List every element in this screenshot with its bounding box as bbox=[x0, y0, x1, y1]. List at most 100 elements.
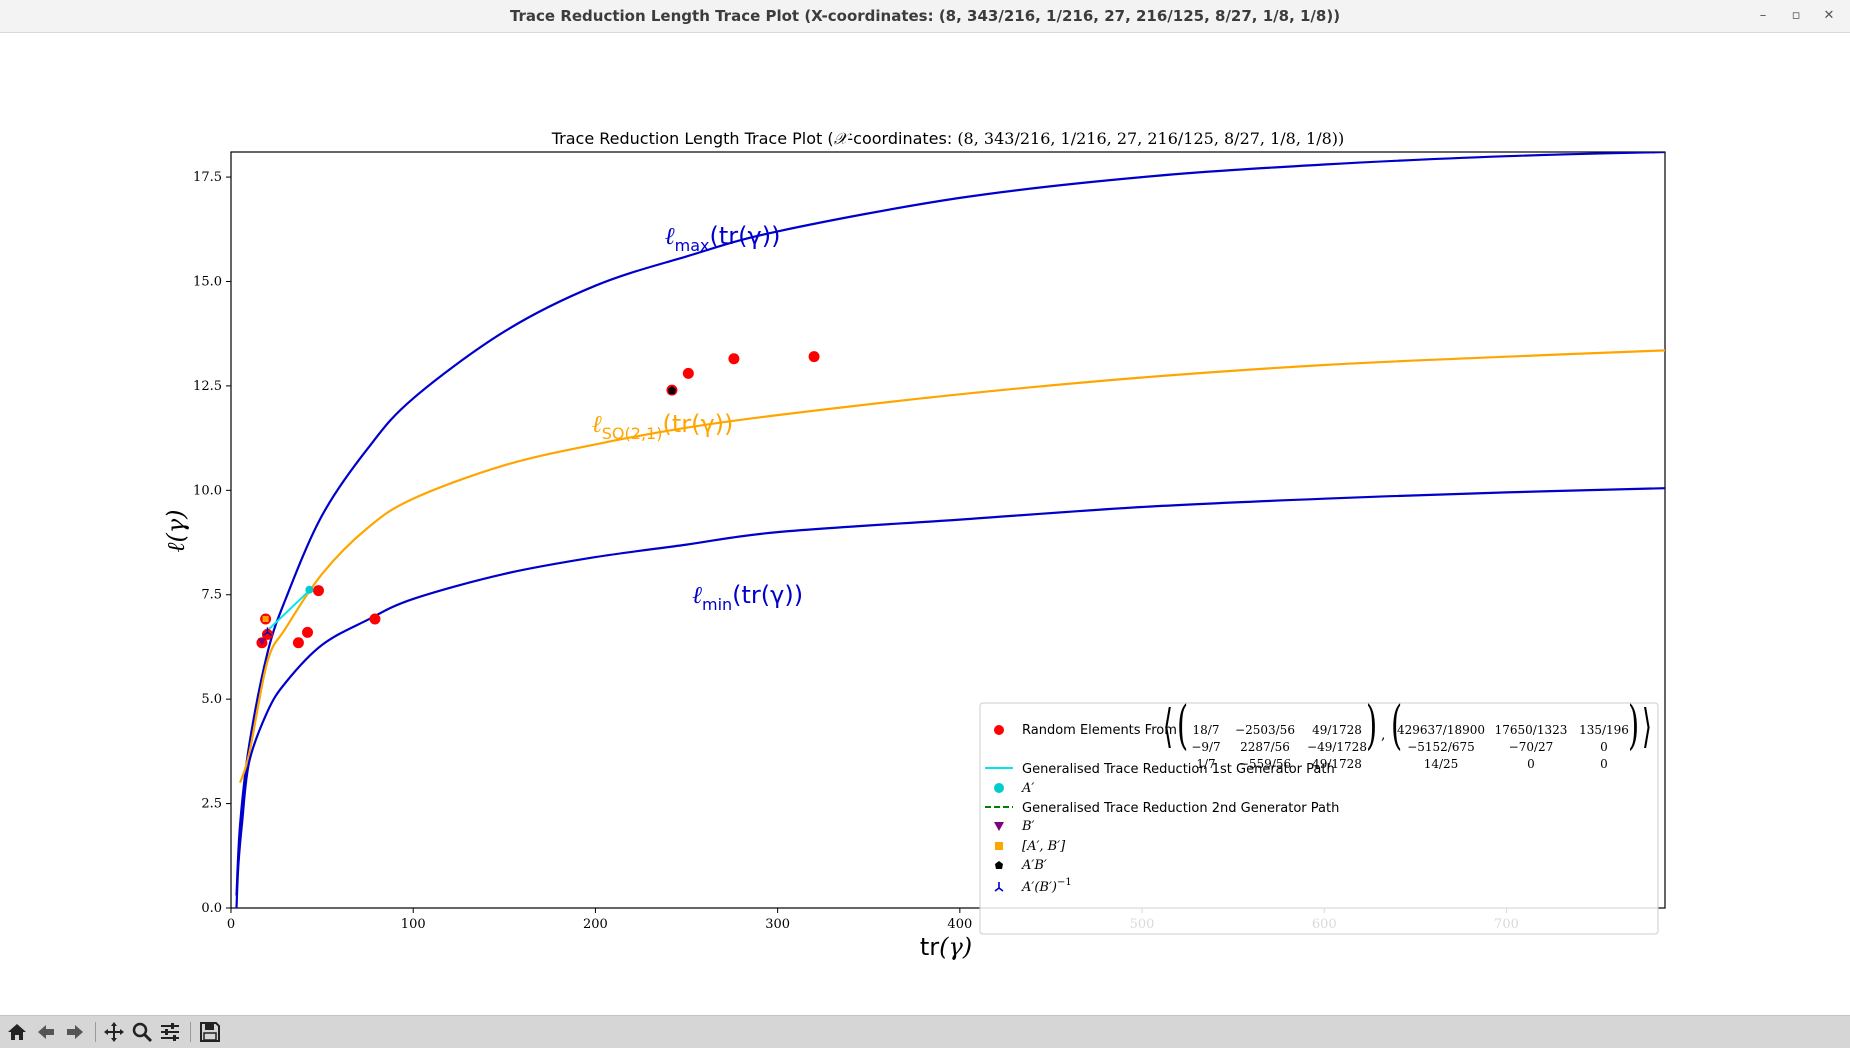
x-tick-label: 200 bbox=[583, 917, 608, 932]
legend-comm-marker bbox=[995, 842, 1003, 850]
curves-layer bbox=[235, 152, 1665, 908]
legend-ab-label: A′B′ bbox=[1021, 858, 1047, 873]
y-tick-label: 10.0 bbox=[193, 483, 222, 498]
curve-label-lmax: ℓmax(tr(γ)) bbox=[665, 222, 781, 255]
curve-lmax bbox=[235, 152, 1665, 896]
random-element-point bbox=[292, 637, 304, 649]
legend-matrix-1: 18/7 −2503/56 49/1728 −9/7 2287/56 −49/1728 1/… bbox=[1191, 723, 1367, 771]
chart: Trace Reduction Length Trace Plot (𝒳-coo… bbox=[162, 129, 1666, 961]
maximize-button[interactable]: ▫ bbox=[1791, 8, 1801, 23]
y-tick-label: 17.5 bbox=[193, 170, 222, 185]
legend-path2-label: Generalised Trace Reduction 2nd Generato… bbox=[1022, 801, 1339, 816]
y-tick-label: 12.5 bbox=[193, 379, 222, 394]
matrix-cell: 17650/1323 bbox=[1495, 723, 1568, 737]
marker-ab-inverse bbox=[263, 627, 272, 636]
zoom-icon bbox=[132, 1022, 153, 1043]
pan-icon bbox=[104, 1022, 124, 1042]
forward-button[interactable] bbox=[62, 1020, 88, 1044]
matrix-cell: 0 bbox=[1600, 740, 1608, 754]
y-axis-label: ℓ(γ) bbox=[162, 509, 190, 552]
legend-a-label: A′ bbox=[1021, 781, 1034, 796]
legend-rparen-2: ) bbox=[1628, 695, 1639, 756]
save-icon bbox=[200, 1022, 220, 1042]
navigation-toolbar bbox=[0, 1015, 1850, 1048]
curve-lso bbox=[239, 349, 1665, 784]
home-button[interactable] bbox=[4, 1020, 30, 1044]
home-icon bbox=[8, 1024, 26, 1040]
matrix-cell: −2503/56 bbox=[1235, 723, 1295, 737]
points-layer bbox=[256, 351, 820, 649]
matrix-cell: −559/56 bbox=[1239, 757, 1291, 771]
curve-labels-layer: ℓmax(tr(γ)) ℓSO(2,1)(tr(γ)) ℓmin(tr(γ)) bbox=[592, 222, 803, 614]
window-title: Trace Reduction Length Trace Plot (X-coo… bbox=[509, 7, 1341, 25]
marker-b-prime bbox=[257, 638, 266, 646]
random-element-point bbox=[302, 626, 314, 638]
curve-label-lso: ℓSO(2,1)(tr(γ)) bbox=[592, 410, 734, 443]
matrix-cell: 135/196 bbox=[1579, 723, 1629, 737]
x-tick-label: 300 bbox=[765, 917, 790, 932]
zoom-button[interactable] bbox=[129, 1020, 155, 1044]
legend-langle: ⟨ bbox=[1163, 700, 1173, 753]
legend-ab-marker bbox=[995, 861, 1003, 869]
toolbar-separator bbox=[95, 1022, 96, 1042]
legend-b-marker bbox=[994, 822, 1004, 831]
random-element-point bbox=[808, 351, 820, 363]
random-element-point bbox=[261, 628, 273, 640]
legend-random-label: Random Elements From bbox=[1022, 723, 1177, 738]
forward-arrow-icon bbox=[67, 1025, 83, 1039]
window-titlebar: Trace Reduction Length Trace Plot (X-coo… bbox=[0, 0, 1850, 33]
back-button[interactable] bbox=[33, 1020, 59, 1044]
matrix-cell: 49/1728 bbox=[1312, 723, 1362, 737]
legend-path1-label: Generalised Trace Reduction 1st Generato… bbox=[1022, 762, 1335, 777]
close-button[interactable]: ✕ bbox=[1823, 8, 1835, 23]
marker-ab-inverse-stroke bbox=[263, 631, 268, 636]
axes-frame bbox=[230, 151, 1666, 909]
legend-rangle: ⟩ bbox=[1642, 700, 1652, 753]
matrix-cell: −70/27 bbox=[1509, 740, 1554, 754]
curve-label-lmin: ℓmin(tr(γ)) bbox=[692, 581, 803, 614]
x-tick-label: 0 bbox=[227, 917, 235, 932]
x-axis-label: tr(γ) bbox=[920, 933, 972, 961]
pan-button[interactable] bbox=[101, 1020, 127, 1044]
generator-path-1 bbox=[264, 589, 311, 634]
matrix-cell: 0 bbox=[1527, 757, 1535, 771]
legend-random-marker bbox=[994, 725, 1004, 735]
configure-subplots-button[interactable] bbox=[157, 1020, 183, 1044]
random-element-point bbox=[728, 353, 740, 365]
matrix-cell: −49/1728 bbox=[1307, 740, 1367, 754]
plot-area: Trace Reduction Length Trace Plot (𝒳-coo… bbox=[0, 33, 1850, 1015]
legend-matrix-2: 429637/18900 17650/1323 135/196 −5152/675 −7… bbox=[1397, 723, 1629, 771]
matrix-cell: 0 bbox=[1600, 757, 1608, 771]
y-tick-label: 15.0 bbox=[193, 274, 222, 289]
x-tick-label: 100 bbox=[401, 917, 426, 932]
legend-matrix-separator: , bbox=[1381, 727, 1385, 743]
legend-comm-label: [A′, B′] bbox=[1022, 839, 1066, 854]
x-tick-label: 400 bbox=[947, 917, 972, 932]
y-tick-label: 0.0 bbox=[201, 901, 222, 916]
matrix-cell: 14/25 bbox=[1424, 757, 1459, 771]
matrix-cell: 429637/18900 bbox=[1397, 723, 1485, 737]
matrix-cell: 18/7 bbox=[1193, 723, 1220, 737]
legend-rparen-1: ) bbox=[1366, 695, 1377, 756]
minimize-button[interactable]: – bbox=[1759, 8, 1767, 23]
legend-box bbox=[979, 702, 1659, 935]
matrix-cell: 49/1728 bbox=[1312, 757, 1362, 771]
marker-a-prime bbox=[305, 585, 314, 594]
save-button[interactable] bbox=[197, 1020, 223, 1044]
matrix-cell: 2287/56 bbox=[1240, 740, 1290, 754]
legend-lparen-2: ( bbox=[1391, 695, 1402, 756]
matrix-cell: −5152/675 bbox=[1407, 740, 1475, 754]
y-tick-label: 2.5 bbox=[201, 797, 222, 812]
marker-commutator bbox=[262, 615, 269, 622]
configure-subplots-icon bbox=[161, 1023, 179, 1041]
random-element-point bbox=[369, 613, 381, 625]
random-element-point bbox=[312, 585, 324, 597]
matrix-cell: −9/7 bbox=[1191, 740, 1220, 754]
legend-lparen-1: ( bbox=[1177, 695, 1188, 756]
legend-b-label: B′ bbox=[1021, 819, 1035, 834]
marker-ab bbox=[667, 386, 676, 395]
back-arrow-icon bbox=[38, 1025, 54, 1039]
legend-abinv-marker bbox=[994, 882, 1004, 892]
curve-lmin bbox=[235, 487, 1665, 908]
y-axis-ticks: 0.0 2.5 5.0 7.5 10.0 12.5 15.0 17.5 bbox=[193, 170, 231, 916]
